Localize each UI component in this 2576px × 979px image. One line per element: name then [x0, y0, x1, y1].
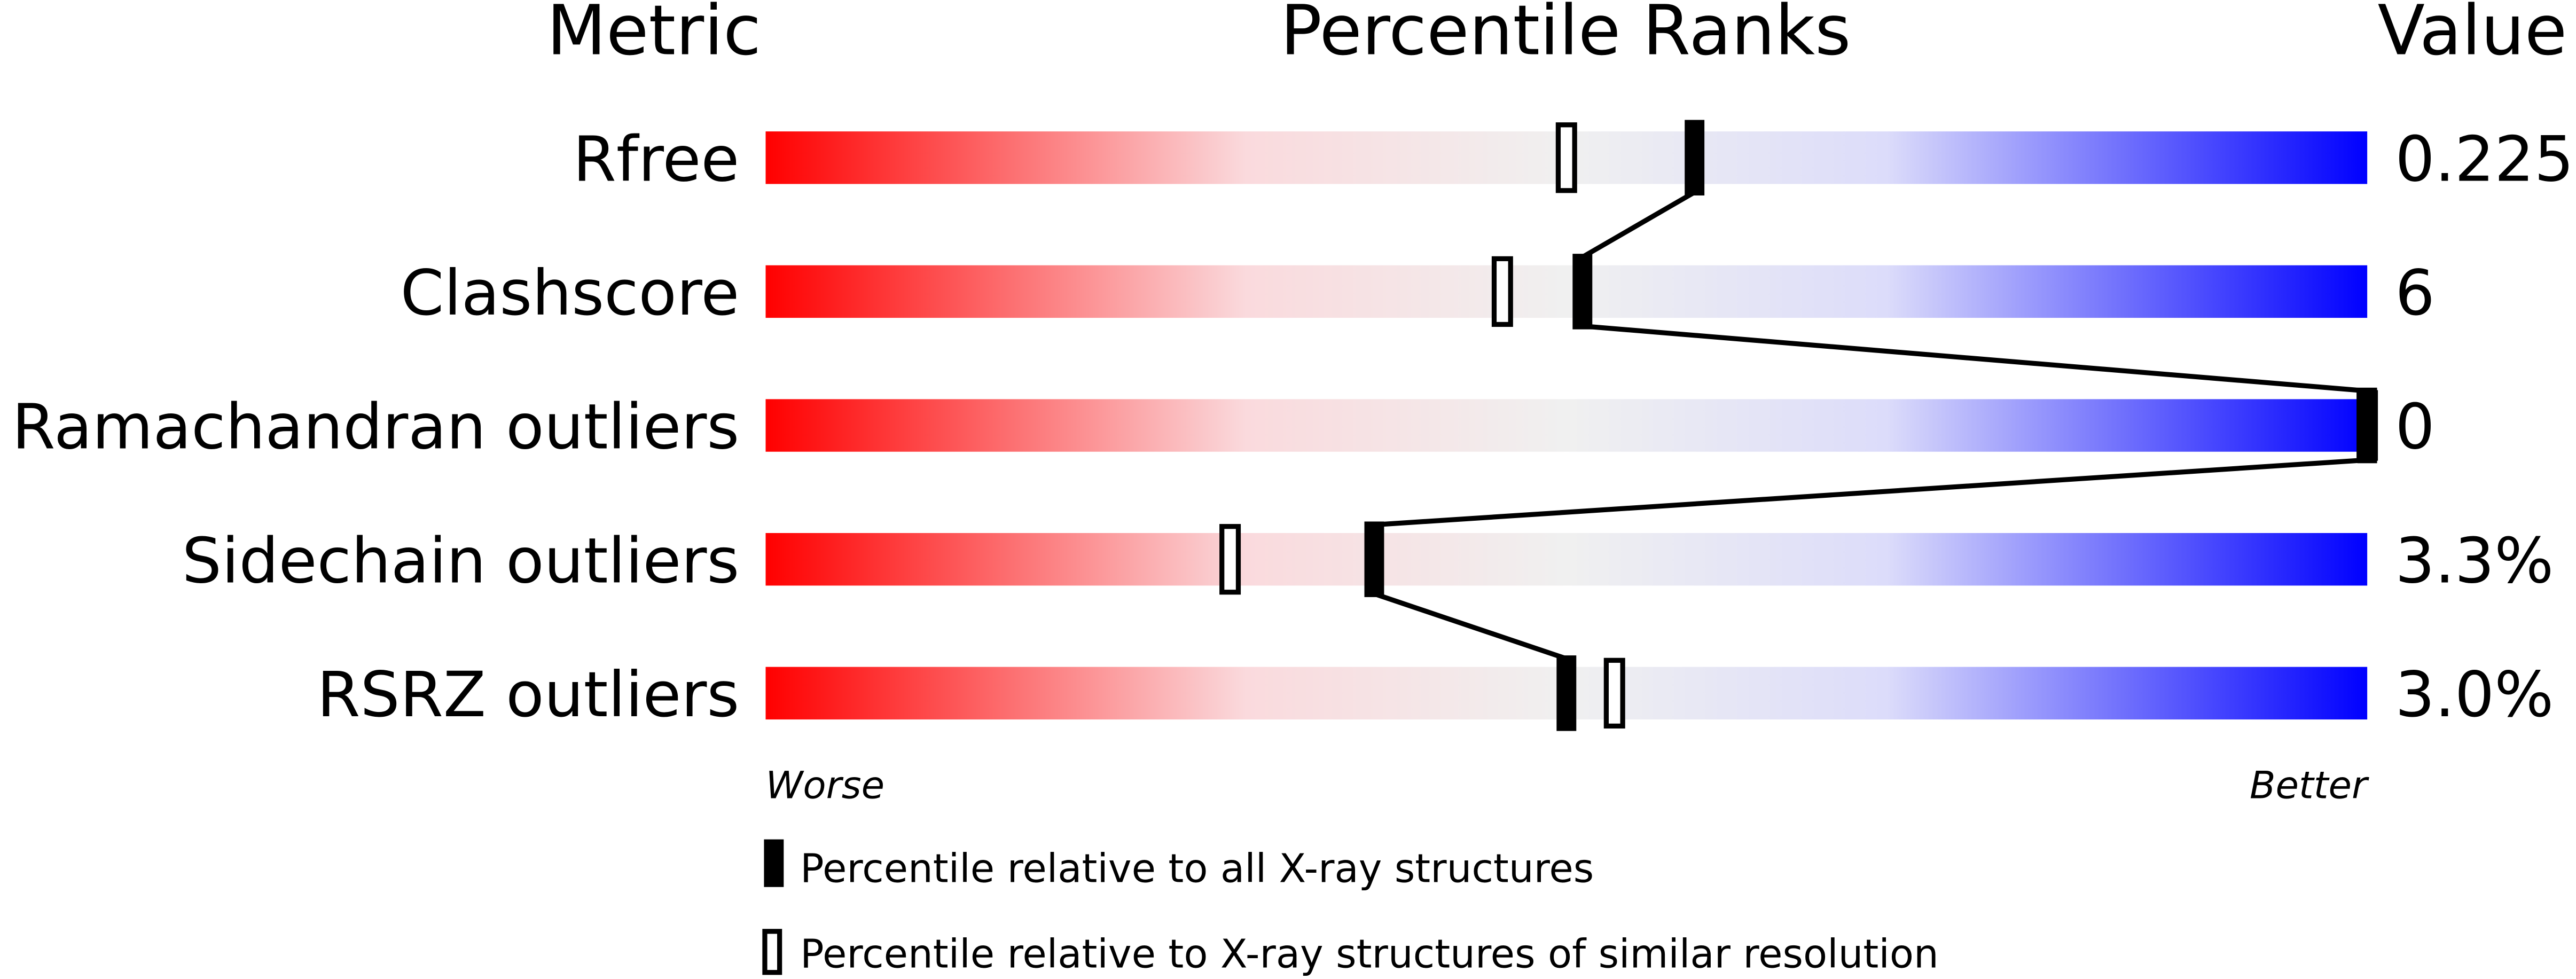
metric-value: 0 [2395, 391, 2434, 464]
all-structures-marker [1685, 120, 1705, 195]
header-value: Value [2378, 0, 2567, 71]
metric-label: RSRZ outliers [317, 659, 739, 731]
better-label: Better [2250, 763, 2369, 808]
similar-resolution-marker [1555, 122, 1577, 193]
marker-connector [1373, 591, 1568, 661]
legend-filled-marker-icon [764, 839, 784, 887]
percentile-bar [765, 399, 2368, 452]
similar-resolution-marker [1491, 256, 1513, 327]
similar-resolution-marker [1603, 657, 1625, 729]
percentile-bar [765, 265, 2368, 318]
marker-connector [1374, 457, 2368, 528]
metric-value: 3.0% [2395, 659, 2554, 731]
legend-all-label: Percentile relative to all X-ray structu… [800, 846, 1594, 892]
marker-connector [1581, 190, 1696, 260]
legend-open-marker-icon [762, 929, 782, 975]
metric-value: 0.225 [2395, 123, 2574, 195]
marker-connector [1582, 323, 2368, 394]
metric-label: Ramachandran outliers [12, 391, 739, 464]
all-structures-marker [1364, 521, 1384, 597]
header-percentile-ranks: Percentile Ranks [1280, 0, 1851, 71]
all-structures-marker [2357, 387, 2377, 464]
metric-value: 6 [2395, 257, 2434, 330]
all-structures-marker [1572, 254, 1593, 330]
legend-similar-label: Percentile relative to X-ray structures … [800, 931, 1939, 977]
percentile-bar [765, 533, 2368, 586]
worse-label: Worse [765, 763, 884, 808]
similar-resolution-marker [1219, 524, 1241, 595]
metric-label: Clashscore [401, 257, 740, 330]
all-structures-marker [1556, 655, 1577, 731]
metric-label: Sidechain outliers [182, 524, 739, 597]
metric-value: 3.3% [2395, 524, 2554, 597]
header-metric: Metric [547, 0, 762, 71]
metric-label: Rfree [573, 123, 740, 195]
